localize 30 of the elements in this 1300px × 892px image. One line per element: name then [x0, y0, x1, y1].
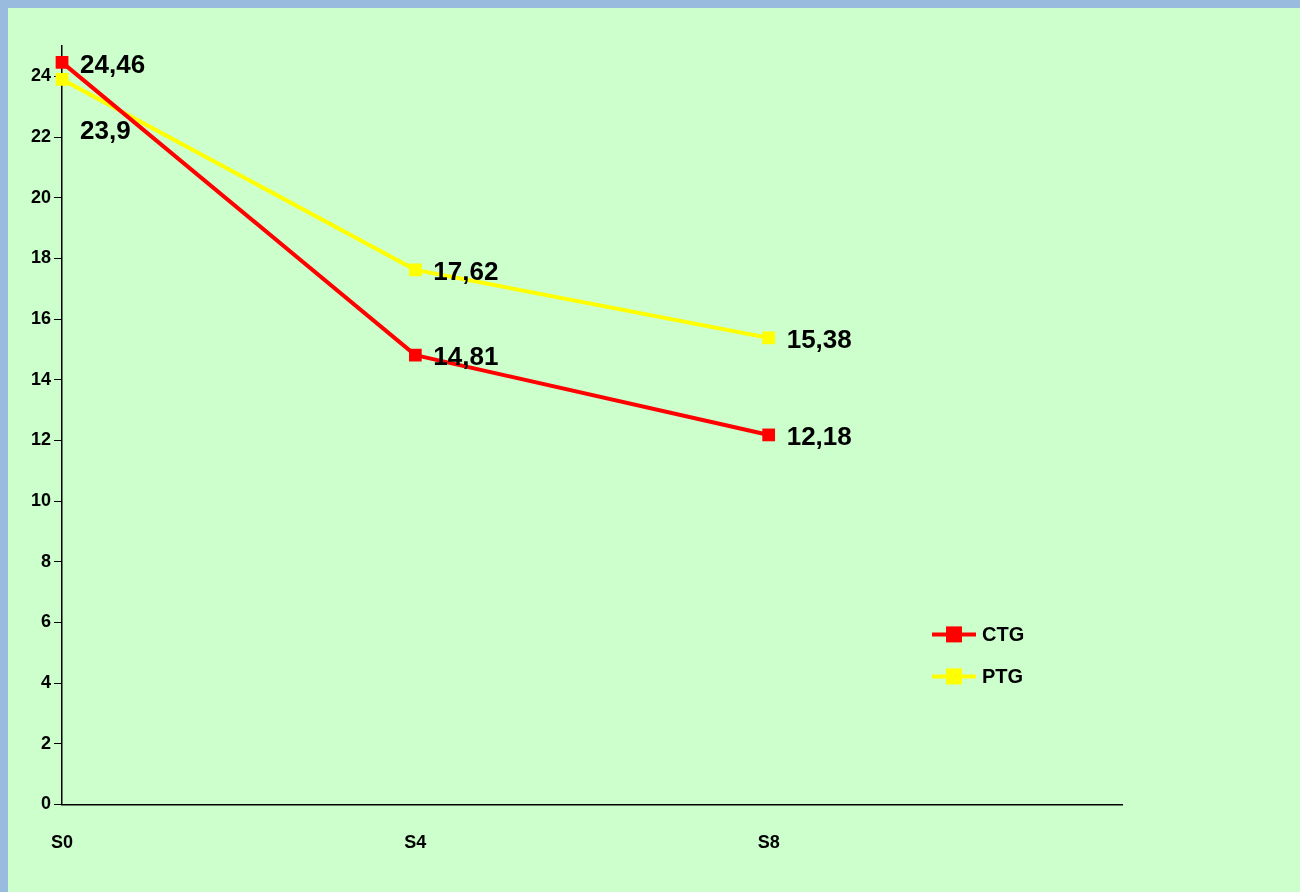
y-tick-label: 24: [30, 65, 52, 86]
data-label: 24,46: [80, 48, 146, 79]
data-label: 17,62: [433, 256, 499, 287]
x-tick-label: S4: [404, 832, 427, 853]
point: [762, 331, 776, 345]
data-label: 14,81: [433, 341, 499, 372]
x-tick-label: S8: [757, 832, 780, 853]
legend-label: CTG: [982, 622, 1025, 645]
point: [408, 263, 422, 277]
y-tick-label: 6: [41, 611, 52, 632]
y-tick-label: 16: [30, 307, 52, 328]
data-label: 23,9: [80, 114, 131, 145]
y-tick-label: 18: [30, 247, 52, 268]
y-tick-label: 20: [30, 186, 52, 207]
y-tick-label: 0: [41, 793, 52, 814]
y-tick-label: 4: [41, 672, 52, 693]
point: [55, 56, 69, 69]
legend-label: PTG: [982, 664, 1024, 687]
data-label: 15,38: [786, 324, 852, 354]
point: [762, 428, 776, 442]
point: [408, 348, 422, 362]
data-label: 12,18: [786, 421, 852, 452]
x-tick-label: S0: [51, 832, 74, 853]
point: [55, 73, 69, 86]
y-tick-label: 14: [30, 368, 52, 389]
y-tick-label: 8: [41, 550, 52, 571]
y-tick-label: 22: [30, 125, 52, 146]
y-tick-label: 2: [41, 732, 52, 753]
y-tick-label: 12: [30, 429, 52, 450]
y-tick-label: 10: [30, 490, 52, 511]
